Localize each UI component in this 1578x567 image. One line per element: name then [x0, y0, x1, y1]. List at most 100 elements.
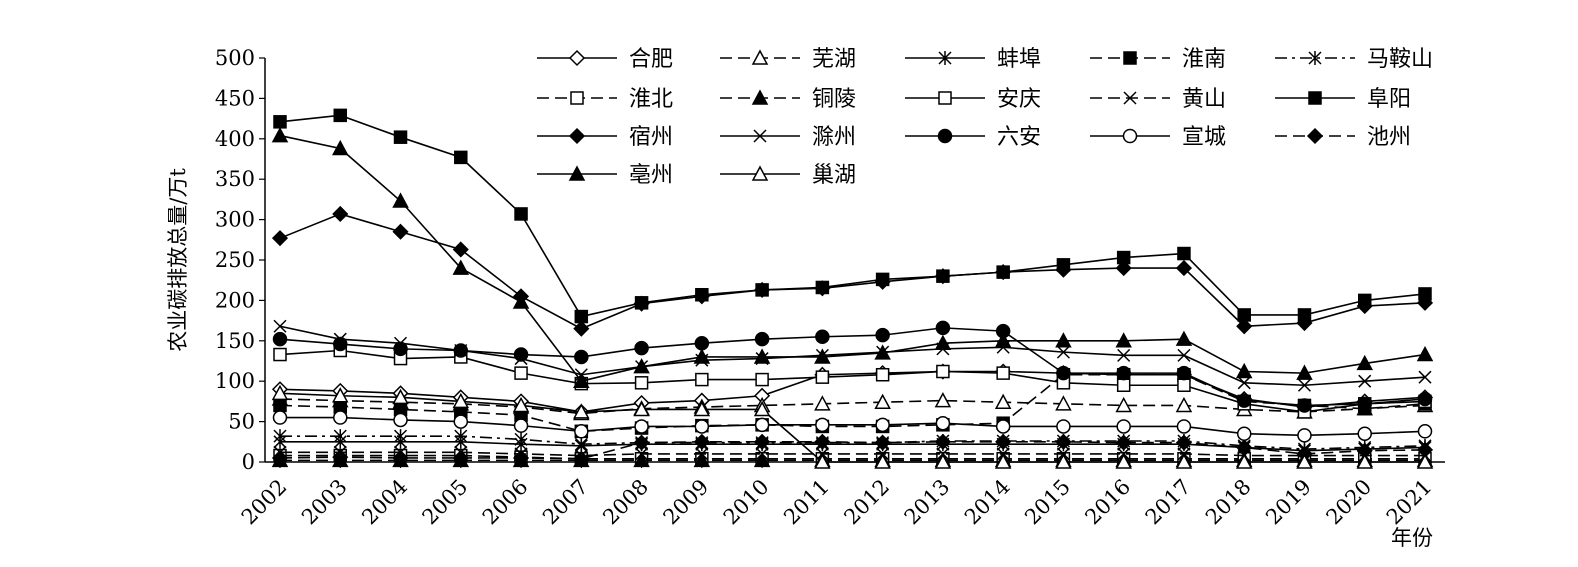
data-point: [392, 449, 409, 467]
legend-item: 淮北: [537, 87, 673, 112]
data-point: [995, 419, 1011, 434]
legend-marker: [751, 49, 769, 65]
data-point: [272, 331, 288, 347]
data-point: [1356, 453, 1373, 469]
x-tick-label: 2021: [1382, 475, 1437, 530]
series-line: [279, 213, 1426, 330]
y-tick-label: 200: [215, 288, 255, 312]
legend-item: 黄山: [1090, 87, 1226, 112]
legend-marker: [938, 51, 952, 65]
series-line: [279, 349, 1426, 413]
data-point: [994, 453, 1012, 469]
x-tick-label: 2012: [839, 475, 894, 530]
data-point: [995, 264, 1012, 281]
data-point: [874, 453, 891, 469]
data-point: [1358, 374, 1372, 388]
data-point: [1176, 365, 1192, 381]
data-point: [1236, 426, 1252, 441]
legend-item: 淮南: [1090, 47, 1226, 72]
data-point: [755, 447, 769, 461]
data-point: [815, 329, 830, 345]
x-tick-label: 2017: [1141, 475, 1196, 530]
legend-label: 淮南: [1182, 47, 1226, 72]
data-point: [1236, 393, 1252, 408]
legend-item: 合肥: [537, 47, 673, 72]
x-axis-label: 年份: [1391, 526, 1433, 550]
data-point: [633, 434, 650, 451]
data-point: [574, 349, 589, 365]
data-point: [1056, 419, 1071, 434]
data-point: [815, 370, 830, 384]
data-point: [573, 450, 590, 467]
data-point: [754, 281, 771, 298]
legend-label: 池州: [1367, 125, 1411, 150]
legend-item: 巢湖: [720, 163, 856, 188]
x-tick-label: 2003: [297, 475, 352, 530]
data-point: [454, 150, 468, 165]
data-point: [814, 395, 831, 411]
data-point: [272, 410, 288, 425]
legend-label: 安庆: [997, 87, 1041, 112]
data-point: [1115, 260, 1132, 277]
data-point: [1055, 453, 1072, 469]
legend-label: 铜陵: [812, 87, 856, 112]
data-point: [694, 335, 710, 351]
legend-marker: [570, 91, 584, 105]
data-point: [753, 348, 771, 364]
legend-marker: [937, 128, 953, 144]
series-line: [279, 327, 1426, 407]
data-point: [1176, 419, 1192, 434]
data-point: [271, 449, 289, 467]
series-line: [280, 416, 1426, 437]
data-point: [1416, 294, 1434, 311]
data-point: [754, 433, 771, 450]
data-point: [814, 453, 831, 469]
data-point: [1418, 370, 1432, 384]
x-tick-label: 2010: [719, 475, 774, 530]
x-tick-label: 2016: [1080, 475, 1135, 530]
data-point: [1356, 354, 1373, 371]
data-point: [573, 372, 590, 388]
legend-marker: [938, 91, 952, 105]
x-tick-label: 2002: [237, 475, 292, 530]
legend-item: 滁州: [720, 125, 856, 150]
data-point: [1116, 378, 1131, 392]
series-12: [272, 320, 1433, 413]
legend-label: 阜阳: [1367, 87, 1411, 112]
data-point: [1236, 318, 1253, 335]
data-point: [995, 433, 1012, 450]
series-line: [279, 398, 1426, 415]
data-point: [633, 400, 650, 417]
series-13: [272, 410, 1433, 443]
legend-item: 宣城: [1090, 125, 1226, 150]
legend-label: 宿州: [629, 125, 673, 150]
data-point: [1296, 314, 1313, 332]
data-point: [514, 207, 528, 221]
legend-item: 芜湖: [720, 47, 856, 72]
legend-label: 六安: [997, 125, 1041, 150]
data-point: [934, 433, 951, 450]
data-point: [875, 367, 890, 382]
y-tick-label: 0: [242, 450, 255, 474]
x-tick-label: 2005: [418, 475, 473, 530]
data-point: [1116, 419, 1131, 434]
x-tick-label: 2007: [538, 475, 593, 530]
data-point: [753, 400, 771, 417]
data-point: [1175, 260, 1193, 277]
data-point: [693, 451, 711, 468]
data-point: [454, 429, 468, 444]
legend-item: 阜阳: [1275, 87, 1411, 112]
data-point: [634, 419, 649, 434]
data-point: [1237, 376, 1251, 390]
data-point: [1055, 261, 1072, 278]
series-11: [273, 319, 1432, 392]
y-tick-label: 50: [228, 410, 255, 434]
data-point: [273, 398, 287, 413]
legend-item: 马鞍山: [1275, 47, 1433, 72]
y-tick-label: 250: [215, 248, 255, 272]
data-point: [1177, 378, 1191, 392]
data-point: [271, 230, 289, 247]
data-point: [1297, 378, 1312, 392]
data-point: [273, 347, 287, 362]
